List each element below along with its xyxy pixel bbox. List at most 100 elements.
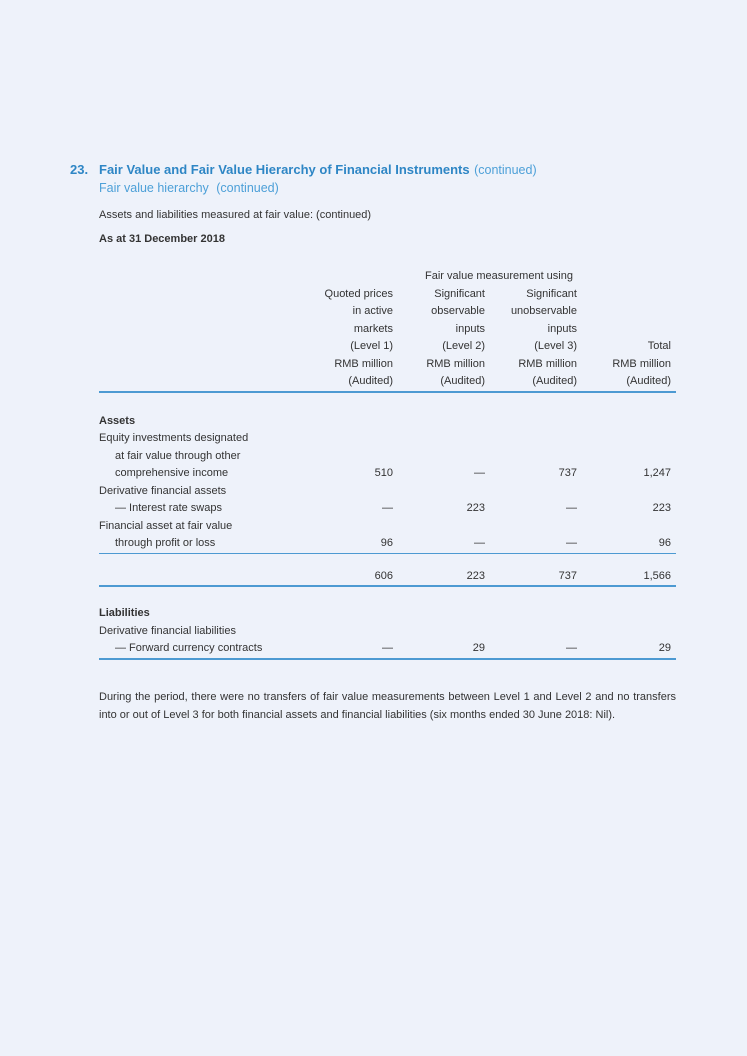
cell-level1: [310, 448, 393, 466]
cell-level3: 737: [485, 553, 577, 587]
group-header-label: Fair value measurement using: [425, 270, 573, 282]
cell-total: [577, 430, 676, 448]
section-title: Fair Value and Fair Value Hierarchy of F…: [99, 162, 470, 177]
header-spacer: [99, 373, 310, 393]
header-row: Quoted prices Significant Significant: [99, 286, 676, 304]
section-heading-text: Fair Value and Fair Value Hierarchy of F…: [99, 161, 537, 198]
table-row: Derivative financial liabilities: [99, 623, 676, 641]
row-label: Derivative financial assets: [99, 484, 227, 497]
cell-level3: [485, 586, 577, 623]
section-subtitle-line: Fair value hierarchy (continued): [99, 179, 537, 198]
cell-level1: [310, 586, 393, 623]
page-content: 23. Fair Value and Fair Value Hierarchy …: [0, 161, 747, 724]
cell-total: 29: [577, 640, 676, 660]
table-row: at fair value through other: [99, 448, 676, 466]
col4-header: [577, 303, 676, 321]
cell-total: [577, 518, 676, 536]
cell-level2: [393, 392, 485, 431]
cell-level3: [485, 448, 577, 466]
cell-level1: 96: [310, 535, 393, 554]
header-spacer: [99, 268, 310, 286]
cell-level2: [393, 430, 485, 448]
table-group-header-row: Fair value measurement using: [99, 268, 676, 286]
section-title-continued: (continued): [474, 163, 537, 177]
table-row: through profit or loss 96 — — 96: [99, 535, 676, 554]
header-row-audited: (Audited) (Audited) (Audited) (Audited): [99, 373, 676, 393]
cell-total: [577, 392, 676, 431]
table-body: Assets Equity investments designated at …: [99, 392, 676, 660]
row-label: [99, 553, 310, 587]
cell-total: [577, 586, 676, 623]
cell-total: [577, 448, 676, 466]
col2-header: Significant: [434, 287, 485, 300]
row-label: Equity investments designated: [99, 432, 249, 444]
as-at-date: As at 31 December 2018: [99, 233, 225, 245]
header-spacer: [99, 321, 310, 339]
col2-header: (Audited): [393, 373, 485, 393]
row-label: through profit or loss: [99, 535, 310, 554]
cell-total: [577, 623, 676, 641]
table-row-liabilities-section: Liabilities: [99, 586, 676, 623]
col3-header: Significant: [526, 287, 577, 300]
header-row: in active observable unobservable: [99, 303, 676, 321]
row-label: at fair value through other: [115, 449, 241, 462]
table-row: — Forward currency contracts — 29 — 29: [99, 640, 676, 660]
cell-level3: [485, 392, 577, 431]
col4-header: [577, 321, 676, 339]
section-subtitle-continued: (continued): [216, 181, 279, 195]
cell-level2: 223: [466, 502, 485, 514]
cell-level3: 737: [558, 467, 577, 479]
table-row-assets-total: 606 223 737 1,566: [99, 553, 676, 587]
header-spacer: [310, 268, 393, 286]
col3-header: unobservable: [510, 305, 577, 317]
cell-level2: —: [474, 467, 485, 479]
cell-level1: [310, 623, 393, 641]
col1-header: markets: [353, 322, 393, 335]
cell-level3: [485, 430, 577, 448]
fair-value-table: Fair value measurement using Quoted pric…: [99, 268, 676, 660]
col4-header: [577, 286, 676, 304]
cell-level2: —: [393, 535, 485, 554]
col2-header: observable: [431, 305, 485, 317]
cell-level2: 29: [393, 640, 485, 660]
col3-header: RMB million: [518, 357, 577, 370]
cell-level3: [485, 518, 577, 536]
row-label: Financial asset at fair value: [99, 519, 233, 532]
table-row-assets-section: Assets: [99, 392, 676, 431]
cell-level2: [393, 518, 485, 536]
section-heading: 23. Fair Value and Fair Value Hierarchy …: [0, 161, 747, 198]
row-label: Liabilities: [99, 607, 150, 619]
col4-header-total: Total: [647, 340, 671, 352]
col2-header: RMB million: [426, 357, 485, 370]
col1-header: in active: [352, 305, 393, 317]
col3-header: (Audited): [485, 373, 577, 393]
intro-text: Assets and liabilities measured at fair …: [99, 209, 372, 221]
note-paragraph: During the period, there were no transfe…: [99, 690, 676, 721]
section-subtitle: Fair value hierarchy: [99, 181, 209, 195]
cell-level2: [393, 483, 485, 501]
table-row: Derivative financial assets: [99, 483, 676, 501]
col3-header: inputs: [547, 322, 577, 335]
header-row: RMB million RMB million RMB million RMB …: [99, 356, 676, 374]
col2-header: inputs: [455, 322, 485, 335]
row-label: — Forward currency contracts: [99, 640, 310, 660]
col4-header: RMB million: [612, 357, 671, 370]
table-row: comprehensive income 510 — 737 1,247: [99, 465, 676, 483]
cell-level1: [310, 430, 393, 448]
row-label: Assets: [99, 414, 136, 427]
cell-level2: 223: [393, 553, 485, 587]
col4-header: (Audited): [577, 373, 676, 393]
header-row: markets inputs inputs: [99, 321, 676, 339]
cell-level1: [310, 483, 393, 501]
table-row: Equity investments designated: [99, 430, 676, 448]
header-spacer: [99, 356, 310, 374]
cell-level3: [485, 483, 577, 501]
cell-total: 1,566: [577, 553, 676, 587]
cell-total: [577, 483, 676, 501]
cell-level3: [485, 623, 577, 641]
header-spacer: [99, 286, 310, 304]
section-title-line: Fair Value and Fair Value Hierarchy of F…: [99, 161, 537, 179]
col1-header: (Level 1): [350, 340, 393, 352]
cell-total: 96: [577, 535, 676, 554]
